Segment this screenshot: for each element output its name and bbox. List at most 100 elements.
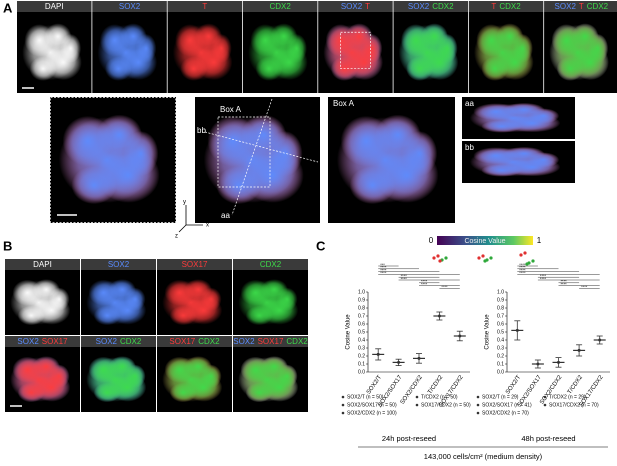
significance-label: ****	[401, 276, 408, 281]
legend-marker	[341, 403, 345, 407]
signal	[17, 305, 45, 326]
signal	[286, 33, 307, 64]
channel-name: CDX2	[198, 337, 220, 346]
cell-icon	[523, 251, 527, 255]
channel-name: T	[365, 2, 370, 11]
signal	[210, 33, 232, 64]
y-tick-label: 0.0	[497, 369, 504, 375]
cell-icon	[489, 256, 493, 260]
tile-label: T	[202, 2, 207, 11]
channel-name: DAPI	[45, 2, 64, 11]
colorbar-max: 1	[537, 236, 542, 245]
y-tick-label: 0.1	[497, 361, 504, 367]
significance-label: ****	[540, 276, 547, 281]
legend-entry: SOX2/SOX17 (n = 50)	[347, 402, 397, 408]
mean-dot	[557, 360, 560, 364]
tile-label: SOX2 CDX2	[408, 2, 454, 11]
label-strip	[92, 1, 167, 12]
tile-label: SOX2	[119, 2, 141, 11]
tile-label: SOX17 CDX2	[169, 337, 220, 346]
y-tick-label: 0.2	[497, 353, 504, 359]
label-strip	[393, 1, 468, 12]
channel-name: SOX17	[258, 337, 284, 346]
axis-arrow	[178, 224, 187, 233]
label-strip	[81, 259, 156, 270]
signal	[571, 23, 599, 50]
y-tick-label: 0.4	[497, 337, 504, 343]
mean-dot	[577, 348, 581, 352]
cell-icon	[432, 256, 436, 260]
legend-marker	[543, 403, 547, 407]
label-strip	[233, 336, 308, 347]
colorbar-label: Cosine Value	[464, 238, 505, 245]
channel-name: SOX2	[233, 337, 255, 346]
significance-label: ****	[519, 262, 526, 267]
box-a	[217, 116, 271, 188]
section-line	[204, 131, 319, 163]
y-tick-label: 0.3	[358, 345, 365, 351]
channel-name: SOX2	[17, 337, 39, 346]
axis-name: y	[183, 200, 186, 206]
signal	[48, 287, 70, 311]
y-tick-label: 0.4	[358, 337, 365, 343]
y-tick-label: 0.3	[497, 345, 504, 351]
y-tick-label: 0.2	[358, 353, 365, 359]
legend-entry: SOX2/T (n = 50)	[347, 394, 384, 400]
y-axis-label: Cosine Value	[485, 314, 491, 350]
channel-name: T	[491, 2, 496, 11]
significance-label: ****	[519, 267, 526, 272]
box-outline	[340, 31, 371, 70]
signal	[400, 24, 431, 57]
mean-dot	[376, 352, 380, 356]
label-strip	[157, 336, 232, 347]
caption: 48h post-reseed	[521, 434, 575, 443]
channel-name: CDX2	[432, 2, 454, 11]
y-tick-label: 0.6	[358, 321, 365, 327]
tile-label: SOX17	[182, 260, 208, 269]
signal	[200, 287, 222, 311]
channel-name: CDX2	[120, 337, 142, 346]
channel-name: CDX2	[269, 2, 291, 11]
channel-name: CDX2	[499, 2, 521, 11]
cell-icon	[531, 259, 535, 263]
view-label: aa	[465, 99, 474, 108]
tile-label: DAPI	[45, 2, 64, 11]
signal	[260, 356, 288, 377]
cell-icon	[525, 262, 529, 266]
legend-entry: SOX17/CDX2 (n = 70)	[549, 402, 599, 408]
legend-entry: SOX2/T (n = 29)	[482, 394, 519, 400]
content: DAPI SOX2 T CDX2 SOX2 T SOX2 CDX2 T CDX2 SOX2 T CDX2…	[5, 1, 617, 461]
x-tick-label: T/CDX2	[427, 374, 445, 395]
label-strip	[5, 336, 80, 347]
x-tick-label: SOX2/CDX2	[539, 374, 564, 406]
signal	[164, 356, 195, 383]
mean-dot	[515, 328, 519, 332]
signal	[245, 305, 273, 326]
channel-name: SOX2	[119, 2, 141, 11]
legend-marker	[543, 395, 547, 399]
significance-label: ****	[561, 281, 568, 286]
signal	[340, 115, 392, 167]
x-tick-label: SOX2/T	[505, 374, 522, 395]
channel-name: CDX2	[286, 337, 308, 346]
panel-letter: A	[3, 0, 13, 15]
y-tick-label: 0.7	[358, 313, 365, 319]
tile-label: SOX2	[108, 260, 130, 269]
axis-name: x	[206, 223, 209, 229]
significance-label: ****	[561, 279, 568, 284]
signal	[62, 115, 113, 167]
signal	[260, 373, 299, 402]
significance-label: ****	[519, 270, 526, 275]
signal	[276, 287, 298, 311]
significance-label: ****	[441, 284, 448, 289]
y-tick-label: 0.1	[358, 361, 365, 367]
legend-entry: T/CDX2 (n = 29)	[549, 394, 586, 400]
label-strip	[5, 259, 80, 270]
label-strip	[167, 1, 243, 12]
legend-entry: SOX17/CDX2 (n = 50)	[421, 402, 471, 408]
label-strip	[318, 1, 393, 12]
significance-label: ****	[540, 273, 547, 278]
signal	[104, 56, 132, 81]
cell-icon	[438, 259, 442, 263]
